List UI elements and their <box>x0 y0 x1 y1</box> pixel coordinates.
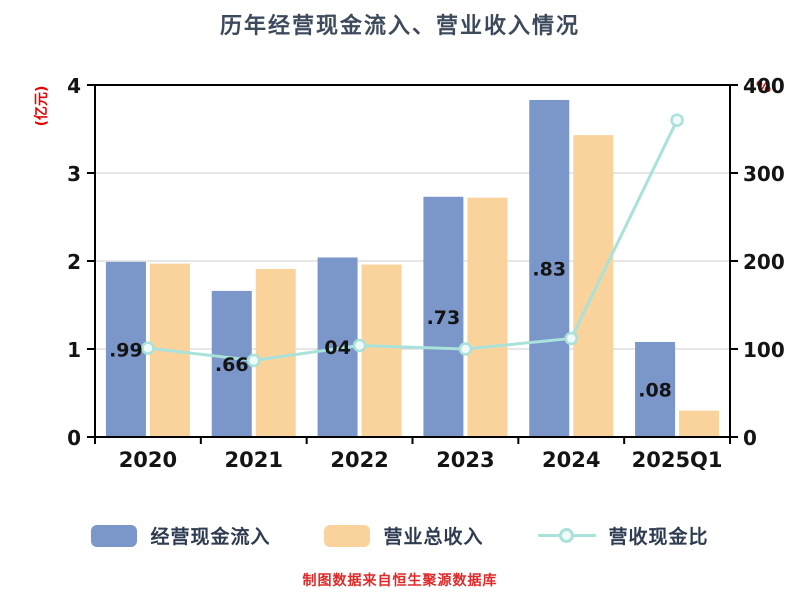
y-left-tick-label-2: 2 <box>67 250 81 274</box>
x-category-label-2021: 2021 <box>225 448 283 472</box>
bar-operating-cash-2021 <box>211 290 252 437</box>
x-category-label-2024: 2024 <box>542 448 600 472</box>
x-category-label-2025Q1: 2025Q1 <box>632 448 723 472</box>
bar-revenue-2023 <box>467 197 508 437</box>
bar-revenue-2022 <box>361 264 402 437</box>
bar-value-label-2021: .66 <box>215 354 249 376</box>
ratio-point-2020 <box>141 341 155 355</box>
y-left-tick-label-3: 3 <box>67 162 81 186</box>
legend-swatch-operating-cash <box>91 524 138 547</box>
y-left-tick-label-0: 0 <box>67 426 81 450</box>
chart-title: 历年经营现金流入、营业收入情况 <box>219 14 580 39</box>
y-right-tick-label-300: 300 <box>743 162 785 186</box>
bar-revenue-2025Q1 <box>679 410 720 437</box>
legend-swatch-revenue <box>324 524 371 547</box>
x-category-label-2020: 2020 <box>119 448 177 472</box>
y-left-tick-label-1: 1 <box>67 338 81 362</box>
y-right-tick-label-200: 200 <box>743 250 785 274</box>
ratio-line <box>147 119 679 362</box>
ratio-point-2024 <box>564 331 578 346</box>
footer-note: 制图数据来自恒生聚源数据库 <box>302 573 498 589</box>
bar-value-label-2023: .73 <box>427 307 461 329</box>
bar-value-label-2020: .99 <box>109 339 143 361</box>
right-axis-unit-label: % <box>756 78 772 96</box>
bar-value-label-2025Q1: .08 <box>638 379 672 401</box>
bar-revenue-2021 <box>255 268 296 437</box>
legend-line-marker-icon <box>537 525 596 547</box>
y-right-tick-label-0: 0 <box>743 426 757 450</box>
y-right-tick-label-400: 400 <box>743 74 785 98</box>
plot-border <box>94 84 731 438</box>
legend-item-operating-cash: 经营现金流入 <box>91 522 270 549</box>
legend-label-operating-cash: 经营现金流入 <box>150 526 271 548</box>
ratio-point-2023 <box>458 342 473 356</box>
bar-operating-cash-2023 <box>423 196 464 437</box>
bar-operating-cash-2020 <box>105 261 146 437</box>
bar-value-label-2024: .83 <box>532 258 566 280</box>
bar-operating-cash-2025Q1 <box>635 341 676 437</box>
y-left-tick-label-4: 4 <box>67 74 81 98</box>
legend-item-revenue: 营业总收入 <box>324 522 483 549</box>
bar-operating-cash-2024 <box>529 99 570 438</box>
ratio-point-2025Q1 <box>670 113 684 127</box>
y-right-tick-label-100: 100 <box>743 338 785 362</box>
legend-item-ratio: 营收现金比 <box>537 522 709 549</box>
x-category-label-2022: 2022 <box>330 448 388 472</box>
legend-label-ratio: 营收现金比 <box>608 526 709 548</box>
ratio-point-2021 <box>247 353 261 368</box>
legend-line-dot <box>558 528 574 543</box>
x-category-label-2023: 2023 <box>436 448 494 472</box>
ratio-point-2022 <box>352 338 367 353</box>
legend: 经营现金流入 营业总收入 营收现金比 <box>0 522 800 549</box>
bar-value-label-2022: 04 <box>324 337 350 359</box>
legend-label-revenue: 营业总收入 <box>383 526 484 548</box>
bar-revenue-2024 <box>573 135 614 437</box>
